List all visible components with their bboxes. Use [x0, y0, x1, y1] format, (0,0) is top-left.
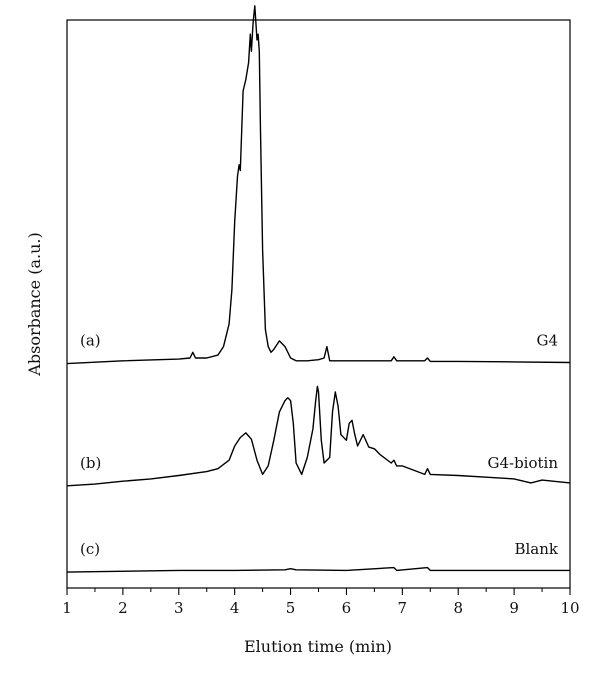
trace-name: G4	[536, 332, 558, 350]
plot-frame	[66, 19, 571, 589]
trace-labels-group: (a) G4 (b) G4-biotin (c) Blank	[80, 332, 559, 558]
trace-tag: (c)	[80, 540, 100, 558]
traces-group	[66, 5, 571, 573]
x-tick-label: 3	[174, 599, 184, 617]
trace-name: Blank	[514, 540, 558, 558]
x-tick-label: 4	[230, 599, 240, 617]
x-tick-label: 10	[560, 599, 579, 617]
x-axis-ticks: 1 2 3 4 5 6 7 8 9 10	[62, 588, 580, 617]
series-line-g4	[66, 5, 571, 365]
x-tick-label: 2	[118, 599, 128, 617]
series-line-blank	[66, 566, 570, 573]
x-tick-label: 5	[286, 599, 296, 617]
x-tick-label: 6	[342, 599, 352, 617]
x-tick-label: 7	[398, 599, 408, 617]
x-tick-label: 9	[509, 599, 519, 617]
x-axis-title: Elution time (min)	[244, 637, 392, 656]
y-axis-title: Absorbance (a.u.)	[25, 232, 44, 376]
x-tick-label: 8	[453, 599, 463, 617]
trace-tag: (b)	[80, 454, 101, 472]
trace-name: G4-biotin	[487, 454, 558, 472]
trace-tag: (a)	[80, 332, 101, 350]
x-tick-label: 1	[62, 599, 72, 617]
series-line-g4-biotin	[66, 385, 571, 487]
